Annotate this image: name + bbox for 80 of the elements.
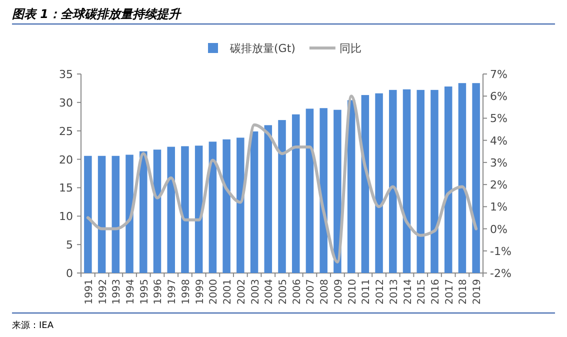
source-note: 来源：IEA [12, 320, 54, 331]
x-tick-label: 2014 [402, 279, 414, 304]
y2-tick-label: -1% [490, 244, 512, 258]
y-tick-label: 30 [59, 96, 73, 110]
y2-tick-label: 1% [490, 200, 508, 214]
y2-tick-label: -2% [490, 267, 512, 280]
x-tick-label: 1999 [194, 279, 206, 304]
y-tick-label: 20 [59, 153, 73, 166]
y2-tick-label: 4% [490, 134, 508, 148]
legend-label: 碳排放量(Gt) [229, 42, 296, 55]
y2-tick-label: 7% [490, 68, 508, 81]
bar [264, 125, 272, 273]
y2-tick-label: 6% [490, 90, 508, 104]
x-tick-label: 1996 [153, 279, 164, 304]
x-tick-label: 2011 [361, 279, 372, 304]
x-tick-label: 2008 [320, 279, 331, 304]
legend-label: 同比 [339, 42, 362, 55]
bar [389, 90, 397, 273]
bar [458, 83, 466, 273]
bar [84, 156, 92, 273]
bar [126, 154, 134, 273]
y2-tick-label: 3% [490, 156, 508, 170]
x-tick-label: 2007 [306, 279, 317, 304]
y2-tick-label: 0% [490, 222, 508, 236]
x-tick-label: 2006 [292, 279, 303, 304]
x-tick-label: 1998 [180, 279, 192, 304]
y-tick-label: 35 [59, 68, 73, 81]
x-tick-label: 2000 [208, 279, 220, 304]
bar [140, 151, 148, 273]
bar [278, 120, 286, 273]
x-tick-label: 2004 [264, 279, 276, 304]
bar [153, 150, 162, 273]
x-tick-label: 2019 [472, 279, 484, 304]
bar [250, 131, 258, 273]
x-tick-label: 1993 [112, 279, 123, 304]
y-tick-label: 25 [59, 124, 73, 138]
bar [112, 156, 120, 273]
x-tick-label: 2017 [444, 279, 456, 304]
x-tick-label: 2018 [458, 279, 470, 304]
y2-tick-label: 5% [490, 112, 508, 126]
bar [402, 89, 411, 273]
y-tick-label: 10 [59, 210, 73, 224]
bar [444, 86, 452, 273]
bar [167, 146, 175, 273]
x-tick-label: 2001 [222, 279, 234, 304]
x-tick-label: 2003 [250, 279, 262, 304]
bar [306, 108, 314, 273]
bar [222, 139, 230, 273]
bar [208, 142, 217, 273]
x-tick-label: 2015 [416, 279, 428, 304]
x-tick-label: 2013 [388, 279, 400, 304]
x-tick-label: 1994 [126, 279, 137, 304]
bar [292, 114, 300, 273]
x-tick-label: 1995 [139, 279, 150, 304]
bar [236, 138, 244, 273]
x-tick-label: 1991 [84, 279, 95, 304]
bar [334, 110, 342, 273]
bar [430, 90, 438, 273]
bar [194, 146, 203, 273]
x-tick-label: 2012 [375, 279, 386, 304]
y-tick-label: 0 [66, 267, 73, 280]
y-tick-label: 5 [66, 238, 73, 252]
bar [347, 100, 356, 273]
x-tick-label: 2010 [347, 279, 358, 304]
chart-title: 图表 1：全球碳排放量持续提升 [12, 7, 183, 21]
bar [320, 108, 328, 273]
x-tick-label: 2009 [333, 279, 344, 304]
x-tick-label: 2016 [430, 279, 442, 304]
bar [472, 83, 480, 273]
line-series [86, 94, 478, 264]
x-tick-label: 1997 [167, 279, 178, 304]
bar [416, 90, 424, 273]
x-tick-label: 2002 [236, 279, 248, 304]
bar [375, 93, 383, 273]
bar [181, 146, 189, 273]
bar [98, 156, 106, 273]
y-tick-label: 15 [59, 182, 73, 195]
x-tick-label: 2005 [278, 279, 289, 304]
y2-tick-label: 2% [490, 178, 508, 192]
x-tick-label: 1992 [98, 279, 109, 304]
